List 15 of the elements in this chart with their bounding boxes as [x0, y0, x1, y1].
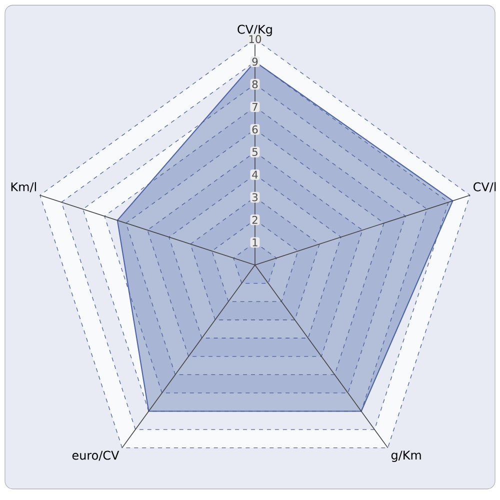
y-tick-label: 10: [249, 35, 262, 44]
y-tick-label: 6: [252, 125, 258, 134]
y-tick-label: 3: [252, 193, 258, 202]
spoke-label: CV/l: [474, 182, 496, 192]
y-tick-label: 4: [252, 170, 258, 179]
spoke-label: Km/l: [11, 182, 36, 192]
y-tick-label: 7: [252, 102, 258, 111]
y-tick-label: 8: [252, 80, 258, 88]
spoke-label: euro/CV: [72, 450, 120, 461]
spoke-label: g/Km: [391, 450, 421, 462]
y-tick-label: 5: [252, 148, 258, 156]
y-tick-label: 1: [252, 238, 258, 246]
y-tick-label: 2: [252, 216, 258, 224]
spoke-label: CV/Kg: [238, 24, 272, 36]
y-tick-label: 9: [252, 58, 258, 66]
